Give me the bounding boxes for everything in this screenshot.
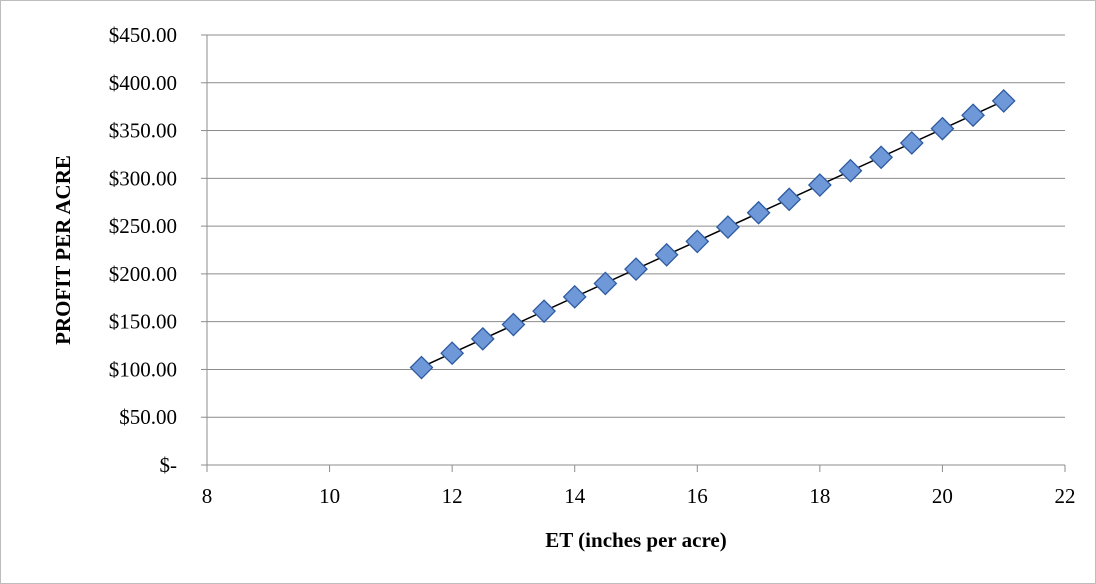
y-tick-label-8: $400.00 [109, 71, 177, 95]
x-tick-label-1: 10 [319, 484, 340, 508]
data-point-0 [409, 355, 434, 380]
x-tick-label-7: 22 [1055, 484, 1076, 508]
data-point-9 [685, 229, 710, 254]
y-tick-label-3: $150.00 [109, 310, 177, 334]
data-point-13 [807, 173, 832, 197]
y-tick-label-4: $200.00 [109, 262, 177, 286]
data-point-5 [562, 284, 587, 309]
x-tick-label-2: 12 [442, 484, 463, 508]
y-tick-label-1: $50.00 [119, 405, 177, 429]
data-point-18 [961, 103, 985, 128]
data-point-1 [440, 341, 465, 366]
gridlines [207, 34, 1065, 418]
data-point-6 [593, 271, 618, 296]
axes [201, 34, 1066, 472]
data-point-16 [899, 131, 924, 155]
data-point-19 [991, 89, 1016, 113]
data-point-8 [654, 242, 679, 267]
x-tick-label-3: 14 [564, 484, 586, 508]
x-tick-label-4: 16 [687, 484, 708, 508]
x-tick-label-5: 18 [809, 484, 830, 508]
data-point-17 [930, 116, 955, 141]
data-point-3 [501, 312, 526, 337]
x-tick-label-0: 8 [202, 484, 213, 508]
data-point-11 [746, 200, 771, 225]
y-tick-label-7: $350.00 [109, 119, 177, 143]
data-point-10 [716, 215, 740, 239]
data-point-15 [869, 145, 894, 170]
data-point-12 [777, 187, 802, 212]
y-tick-label-9: $450.00 [109, 23, 177, 47]
x-tick-label-6: 20 [932, 484, 953, 508]
data-points [409, 89, 1016, 380]
x-axis-title: ET (inches per acre) [545, 528, 726, 552]
data-point-4 [532, 299, 556, 324]
data-point-7 [624, 257, 648, 282]
y-tick-label-2: $100.00 [109, 357, 177, 381]
y-tick-label-5: $250.00 [109, 214, 177, 238]
data-point-2 [470, 326, 495, 351]
y-axis-title: PROFIT PER ACRE [51, 155, 75, 345]
data-point-14 [838, 158, 863, 183]
y-tick-label-6: $300.00 [109, 166, 177, 190]
tick-labels: $- $50.00 $100.00 $150.00 $200.00 $250.00 $300… [109, 23, 1076, 508]
y-tick-label-0: $- [160, 453, 178, 477]
